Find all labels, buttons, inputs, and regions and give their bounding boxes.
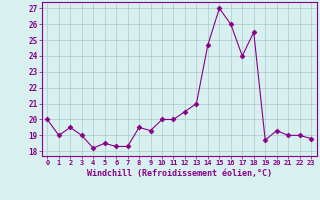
X-axis label: Windchill (Refroidissement éolien,°C): Windchill (Refroidissement éolien,°C) bbox=[87, 169, 272, 178]
